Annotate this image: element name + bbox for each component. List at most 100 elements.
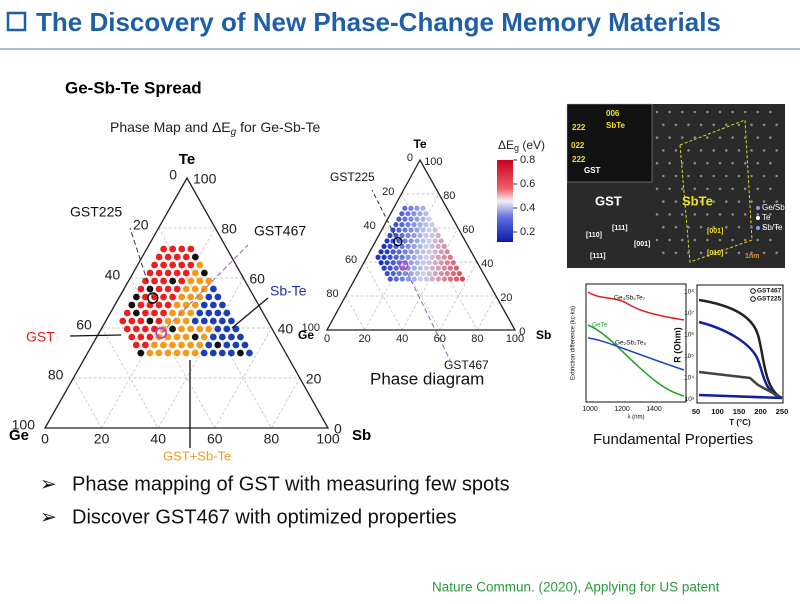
lattice-dot: [718, 238, 722, 242]
composition-dot: [414, 260, 420, 266]
composition-dot: [408, 270, 414, 277]
curve: [587, 337, 685, 371]
composition-dot: [444, 249, 450, 255]
lattice-dot: [718, 110, 722, 114]
label: Sb/Te: [762, 223, 783, 232]
composition-dot: [191, 317, 199, 325]
legend-marker: [750, 288, 756, 294]
composition-dot: [426, 216, 432, 222]
grid-line: [439, 261, 478, 331]
lattice-dot: [718, 136, 722, 139]
lattice-dot: [731, 187, 734, 191]
label: 150: [733, 407, 746, 416]
composition-dot: [214, 293, 222, 301]
lattice-dot: [769, 213, 772, 216]
composition-dot: [223, 325, 231, 333]
lattice-dot: [775, 174, 778, 178]
composition-dot: [450, 260, 456, 266]
composition-dot: [196, 261, 204, 269]
composition-dot: [142, 277, 149, 285]
label: 80: [48, 367, 64, 383]
composition-dot: [155, 285, 163, 293]
lattice-dot: [699, 123, 703, 127]
lattice-dot: [655, 136, 659, 139]
lattice-dot: [674, 174, 678, 178]
composition-dot: [191, 333, 199, 341]
lattice-dot: [743, 110, 747, 114]
composition-dot: [405, 211, 411, 217]
composition-dot: [151, 309, 158, 317]
composition-dot: [191, 285, 199, 293]
composition-dot: [411, 211, 417, 217]
composition-dot: [420, 227, 426, 233]
composition-dot: [417, 243, 423, 249]
label: Ge/Sb: [762, 203, 785, 212]
composition-dot: [164, 253, 172, 261]
composition-dot: [408, 249, 414, 255]
label: 80: [326, 288, 338, 300]
composition-dot: [223, 341, 231, 349]
composition-dot: [387, 232, 393, 239]
composition-dot: [187, 277, 195, 285]
lattice-dot: [699, 149, 703, 152]
label: 0.6: [520, 178, 535, 190]
lattice-dot: [731, 110, 734, 114]
composition-dot: [447, 276, 454, 282]
composition-dot: [187, 309, 195, 317]
composition-dot: [214, 325, 222, 333]
lattice-dot: [756, 187, 760, 191]
composition-dot: [137, 349, 145, 357]
lattice-dot: [743, 136, 747, 139]
lattice-dot: [662, 149, 665, 152]
composition-dot: [432, 270, 438, 277]
label: 40: [396, 333, 408, 345]
lattice-dot: [731, 161, 734, 165]
label: 20: [94, 431, 110, 447]
curve: [587, 324, 685, 397]
label: 60: [462, 224, 474, 236]
composition-dot: [420, 270, 426, 277]
composition-dot: [151, 277, 158, 285]
plot-title: Phase Map and ΔEg for Ge-Sb-Te: [110, 119, 320, 138]
label: 0.4: [520, 202, 535, 214]
composition-dot: [423, 232, 429, 239]
label: 10⁴: [684, 375, 694, 382]
lattice-dot: [750, 251, 753, 255]
label: 80: [443, 190, 455, 202]
composition-dot: [228, 317, 235, 325]
lattice-dot: [680, 161, 684, 165]
lattice-dot: [662, 123, 665, 127]
composition-dot: [423, 211, 429, 217]
composition-dot: [173, 349, 181, 357]
composition-dot: [435, 276, 441, 282]
label: SbTe: [606, 121, 626, 130]
label: Ge: [9, 427, 29, 444]
label: 40: [481, 258, 493, 270]
composition-dot: [456, 270, 462, 277]
composition-dot: [128, 317, 136, 325]
composition-dot: [441, 276, 447, 282]
label: GeTe: [592, 322, 608, 329]
grid-line: [477, 295, 497, 331]
label: 250: [776, 407, 789, 416]
composition-dot: [408, 238, 414, 244]
composition-dot: [137, 333, 145, 341]
label: Te: [762, 213, 771, 222]
gst225-marker: [393, 236, 403, 247]
lattice-dot: [725, 225, 728, 229]
composition-dot: [420, 238, 426, 244]
composition-dot: [405, 222, 411, 228]
caption: Phase diagram: [370, 369, 484, 388]
label: 1nm: [745, 253, 759, 260]
grid-line: [73, 377, 102, 429]
composition-dot: [423, 254, 429, 260]
label: Ge: [298, 328, 314, 342]
composition-dot: [396, 238, 402, 244]
composition-dot: [429, 222, 435, 228]
lattice-dot: [706, 213, 709, 216]
composition-dot: [155, 349, 163, 357]
lattice-dot: [706, 187, 709, 191]
composition-dot: [246, 349, 253, 357]
composition-dot: [444, 260, 450, 266]
label: R (Ohm): [672, 327, 682, 363]
